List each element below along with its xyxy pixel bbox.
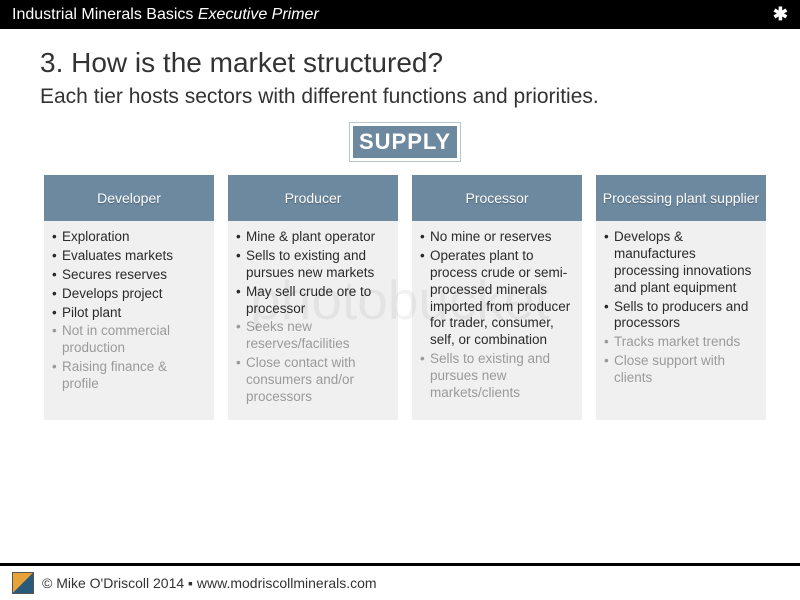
list-item: May sell crude ore to processor: [236, 284, 390, 318]
slide-content: 3. How is the market structured? Each ti…: [0, 29, 800, 420]
list-item: Evaluates markets: [52, 248, 206, 265]
list-item: Sells to existing and pursues new market…: [420, 351, 574, 402]
column-body: Exploration Evaluates markets Secures rese…: [44, 221, 214, 407]
column-body: Mine & plant operator Sells to existing a…: [228, 221, 398, 420]
footer: © Mike O'Driscoll 2014 ▪ www.modriscollm…: [0, 563, 800, 600]
slide-heading: 3. How is the market structured?: [40, 47, 770, 79]
list-item: Develops & manufactures processing innov…: [604, 229, 758, 297]
list-item: Pilot plant: [52, 305, 206, 322]
column: Processing plant supplier Develops & manu…: [596, 175, 766, 420]
column: Processor No mine or reserves Operates pla…: [412, 175, 582, 420]
list-item: Close support with clients: [604, 353, 758, 387]
list-item: Raising finance & profile: [52, 359, 206, 393]
column-header: Processor: [412, 175, 582, 221]
brand-icon: ✱: [773, 4, 788, 25]
supply-badge: SUPPLY: [350, 123, 460, 161]
title-text: Industrial Minerals Basics Executive Pri…: [12, 6, 319, 24]
column-header: Processing plant supplier: [596, 175, 766, 221]
list-item: Develops project: [52, 286, 206, 303]
footer-logo-icon: [12, 572, 34, 594]
columns-container: Developer Exploration Evaluates markets Sec…: [40, 175, 770, 420]
list-item: No mine or reserves: [420, 229, 574, 246]
list-item: Operates plant to process crude or semi-…: [420, 248, 574, 349]
footer-text: © Mike O'Driscoll 2014 ▪ www.modriscollm…: [42, 575, 377, 591]
title-main: Industrial Minerals Basics: [12, 6, 193, 23]
title-bar: Industrial Minerals Basics Executive Pri…: [0, 0, 800, 29]
list-item: Secures reserves: [52, 267, 206, 284]
column: Producer Mine & plant operator Sells to ex…: [228, 175, 398, 420]
column-body: Develops & manufactures processing innov…: [596, 221, 766, 401]
list-item: Sells to producers and processors: [604, 299, 758, 333]
list-item: Tracks market trends: [604, 334, 758, 351]
column-header: Producer: [228, 175, 398, 221]
list-item: Sells to existing and pursues new market…: [236, 248, 390, 282]
list-item: Mine & plant operator: [236, 229, 390, 246]
list-item: Not in commercial production: [52, 323, 206, 357]
column: Developer Exploration Evaluates markets Sec…: [44, 175, 214, 420]
slide-subheading: Each tier hosts sectors with different f…: [40, 85, 770, 109]
list-item: Seeks new reserves/facilities: [236, 319, 390, 353]
list-item: Close contact with consumers and/or proc…: [236, 355, 390, 406]
list-item: Exploration: [52, 229, 206, 246]
column-body: No mine or reserves Operates plant to pro…: [412, 221, 582, 416]
title-sub: Executive Primer: [198, 6, 319, 23]
column-header: Developer: [44, 175, 214, 221]
